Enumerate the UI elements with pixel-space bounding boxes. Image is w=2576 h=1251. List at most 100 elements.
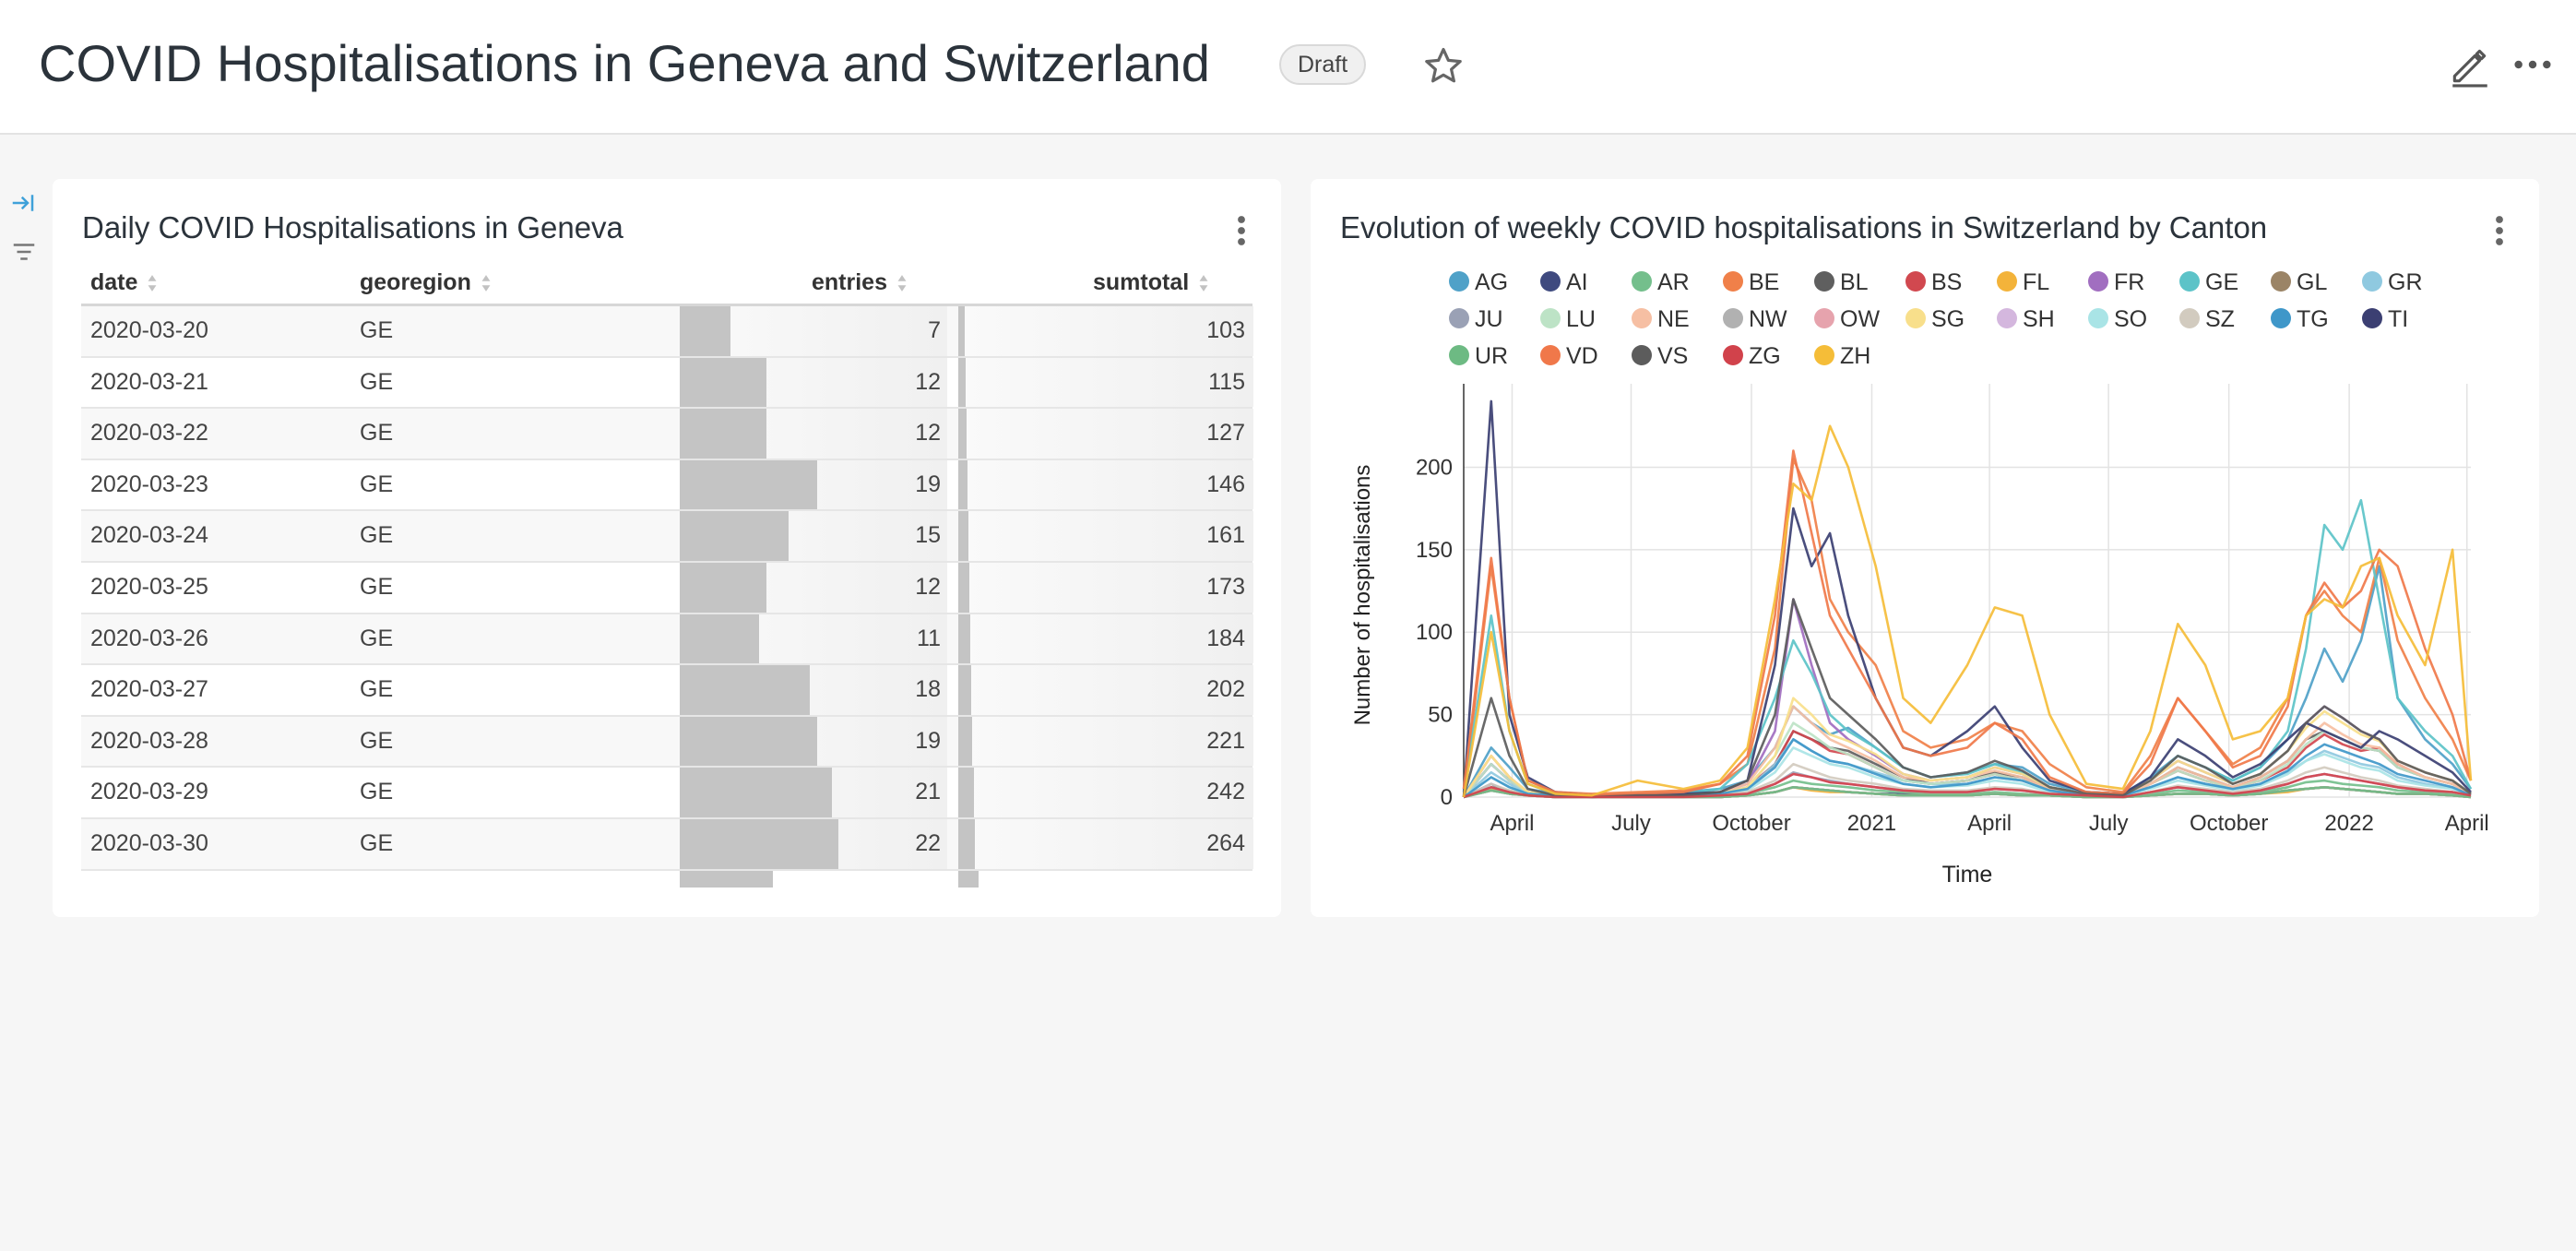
legend-label: ZH	[1840, 343, 1871, 369]
cell-date: 2020-03-20	[90, 317, 208, 343]
cell-georegion: GE	[360, 420, 394, 447]
legend-label: AI	[1566, 269, 1588, 295]
more-options-icon[interactable]	[2511, 46, 2554, 83]
table-row[interactable]: 2020-03-23 GE 19 146	[81, 459, 1253, 512]
geneva-table-panel: Daily COVID Hospitalisations in Geneva d…	[53, 179, 1281, 917]
column-header-georegion[interactable]: georegion	[360, 269, 492, 296]
legend-item-ar[interactable]: AR	[1632, 269, 1690, 303]
cell-entries: 11	[917, 625, 941, 651]
legend-item-ju[interactable]: JU	[1449, 306, 1503, 340]
table-row[interactable]: 2020-03-26 GE 11 184	[81, 614, 1253, 666]
legend-label: UR	[1475, 343, 1509, 369]
sumtotal-bar	[958, 409, 967, 459]
column-header-sumtotal[interactable]: sumtotal	[1093, 269, 1209, 296]
legend-item-fr[interactable]: FR	[2088, 269, 2144, 303]
expand-filters-icon[interactable]	[9, 189, 37, 217]
panel-menu-icon[interactable]	[2493, 214, 2506, 247]
legend-item-ai[interactable]: AI	[1540, 269, 1588, 303]
table-row[interactable]: 2020-03-30 GE 22 264	[81, 818, 1253, 871]
series-line-vd	[1462, 449, 2473, 797]
cell-entries: 15	[915, 522, 941, 549]
y-axis-label: Number of hospitalisations	[1350, 465, 1375, 726]
legend-label: AR	[1657, 269, 1690, 295]
table-row[interactable]: 2020-03-25 GE 12 173	[81, 562, 1253, 614]
legend-item-sz[interactable]: SZ	[2179, 306, 2235, 340]
legend-swatch	[1997, 271, 2017, 292]
legend-item-zg[interactable]: ZG	[1723, 343, 1781, 376]
table-row[interactable]: 2020-03-29 GE 21 242	[81, 768, 1253, 819]
cell-sumtotal: 202	[1206, 676, 1245, 703]
sumtotal-bar	[958, 357, 966, 408]
legend-swatch	[1814, 345, 1834, 366]
edit-icon[interactable]	[2447, 42, 2493, 89]
legend-label: FL	[2023, 269, 2050, 295]
entries-bar	[680, 459, 817, 510]
legend-item-ne[interactable]: NE	[1632, 306, 1690, 340]
switzerland-chart-panel: Evolution of weekly COVID hospitalisatio…	[1311, 179, 2539, 917]
legend-swatch	[1905, 308, 1926, 329]
series-line-zg	[1463, 772, 2472, 799]
cell-date: 2020-03-25	[90, 573, 208, 600]
table-row[interactable]: 2020-03-24 GE 15 161	[81, 511, 1253, 563]
cell-date: 2020-03-23	[90, 471, 208, 497]
sort-icon[interactable]	[896, 274, 908, 292]
x-tick-label: April	[1967, 811, 2012, 836]
legend-item-sg[interactable]: SG	[1905, 306, 1965, 340]
x-tick-label: April	[2445, 811, 2489, 836]
legend-item-ti[interactable]: TI	[2362, 306, 2408, 340]
legend-item-zh[interactable]: ZH	[1814, 343, 1870, 376]
legend-item-lu[interactable]: LU	[1540, 306, 1596, 340]
legend-label: NW	[1749, 306, 1787, 332]
cell-entries: 7	[928, 317, 941, 343]
legend-item-sh[interactable]: SH	[1997, 306, 2055, 340]
legend-item-ag[interactable]: AG	[1449, 269, 1508, 303]
table-row[interactable]: 2020-03-21 GE 12 115	[81, 357, 1253, 410]
legend-item-bl[interactable]: BL	[1814, 269, 1869, 303]
legend-item-vs[interactable]: VS	[1632, 343, 1688, 376]
cell-entries: 19	[915, 727, 941, 754]
table-row[interactable]: 2020-03-22 GE 12 127	[81, 409, 1253, 460]
legend-item-ge[interactable]: GE	[2179, 269, 2238, 303]
table-row[interactable]: 2020-03-28 GE 19 221	[81, 716, 1253, 768]
legend-item-ow[interactable]: OW	[1814, 306, 1880, 340]
legend-item-be[interactable]: BE	[1723, 269, 1779, 303]
legend-swatch	[1540, 308, 1561, 329]
legend-label: ZG	[1749, 343, 1781, 369]
legend-label: BS	[1931, 269, 1963, 295]
entries-bar	[680, 665, 811, 715]
legend-swatch	[1814, 308, 1834, 329]
cell-sumtotal: 146	[1206, 471, 1245, 497]
filter-icon[interactable]	[9, 238, 39, 266]
legend-item-ur[interactable]: UR	[1449, 343, 1508, 376]
entries-bar	[680, 511, 789, 561]
table-row[interactable]: 2020-03-27 GE 18 202	[81, 665, 1253, 717]
sort-icon[interactable]	[481, 274, 492, 292]
entries-bar	[680, 409, 767, 459]
entries-bar	[680, 768, 832, 817]
legend-label: GL	[2297, 269, 2328, 295]
cell-entries: 22	[915, 829, 941, 856]
legend-item-tg[interactable]: TG	[2271, 306, 2329, 340]
sumtotal-bar	[958, 665, 972, 715]
legend-label: LU	[1566, 306, 1596, 332]
sort-icon[interactable]	[147, 274, 158, 292]
legend-swatch	[1540, 345, 1561, 366]
legend-item-bs[interactable]: BS	[1905, 269, 1962, 303]
column-header-date[interactable]: date	[90, 269, 158, 296]
sort-icon[interactable]	[1198, 274, 1209, 292]
legend-item-fl[interactable]: FL	[1997, 269, 2049, 303]
legend-item-gr[interactable]: GR	[2362, 269, 2423, 303]
legend-swatch	[1632, 308, 1652, 329]
legend-item-vd[interactable]: VD	[1540, 343, 1598, 376]
star-icon[interactable]	[1420, 44, 1466, 89]
x-tick-label: October	[2190, 811, 2268, 836]
cell-sumtotal: 103	[1206, 317, 1245, 343]
column-header-entries[interactable]: entries	[812, 269, 908, 296]
legend-item-nw[interactable]: NW	[1723, 306, 1787, 340]
legend-label: VS	[1657, 343, 1689, 369]
panel-menu-icon[interactable]	[1235, 214, 1248, 247]
legend-item-gl[interactable]: GL	[2271, 269, 2327, 303]
legend-item-so[interactable]: SO	[2088, 306, 2147, 340]
table-row[interactable]: 2020-03-20 GE 7 103	[81, 306, 1253, 358]
sumtotal-bar-track	[958, 306, 1253, 356]
